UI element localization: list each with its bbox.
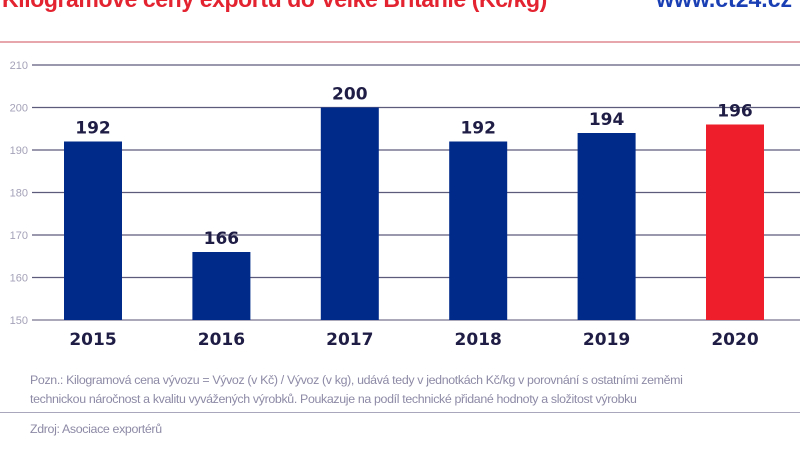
- y-tick-label: 170: [10, 230, 28, 242]
- bar-2015: [64, 141, 122, 320]
- bar-chart: 150 160 170 180 190 200 210 192 2015 166 2016 200 20…: [10, 60, 800, 350]
- data-label: 196: [717, 102, 753, 122]
- brand-url[interactable]: www.ct24.cz: [656, 0, 792, 13]
- y-tick-label: 180: [10, 188, 28, 200]
- data-label: 192: [75, 119, 111, 139]
- y-tick-label: 160: [10, 273, 28, 285]
- bar-2016: [192, 252, 251, 320]
- x-tick-label: 2020: [711, 330, 758, 350]
- data-label: 194: [589, 110, 625, 130]
- bar-2019: [577, 133, 636, 320]
- bar-2018: [449, 141, 508, 320]
- y-tick-label: 190: [10, 145, 28, 157]
- title-divider: [0, 41, 800, 43]
- bar-2017: [320, 107, 379, 320]
- x-tick-label: 2015: [69, 330, 116, 350]
- footer-divider: [0, 412, 800, 413]
- source: Zdroj: Asociace exportérů: [30, 422, 162, 436]
- x-tick-label: 2019: [583, 330, 630, 350]
- chart-title: Kilogramové ceny exportu do Velké Britán…: [2, 0, 547, 13]
- data-label: 192: [460, 119, 496, 139]
- x-tick-label: 2017: [326, 330, 373, 350]
- x-tick-label: 2016: [198, 330, 245, 350]
- data-label: 166: [204, 229, 240, 249]
- y-tick-label: 200: [10, 103, 28, 115]
- y-tick-label: 150: [10, 315, 28, 327]
- y-tick-label: 210: [10, 60, 28, 72]
- bar-2020: [706, 124, 764, 320]
- note-line-2: technickou náročnost a kvalitu vyváženýc…: [30, 392, 637, 406]
- note-line-1: Pozn.: Kilogramová cena vývozu = Vývoz (…: [30, 373, 683, 387]
- x-tick-label: 2018: [455, 330, 502, 350]
- data-label: 200: [332, 85, 368, 105]
- header: Kilogramové ceny exportu do Velké Britán…: [2, 0, 792, 13]
